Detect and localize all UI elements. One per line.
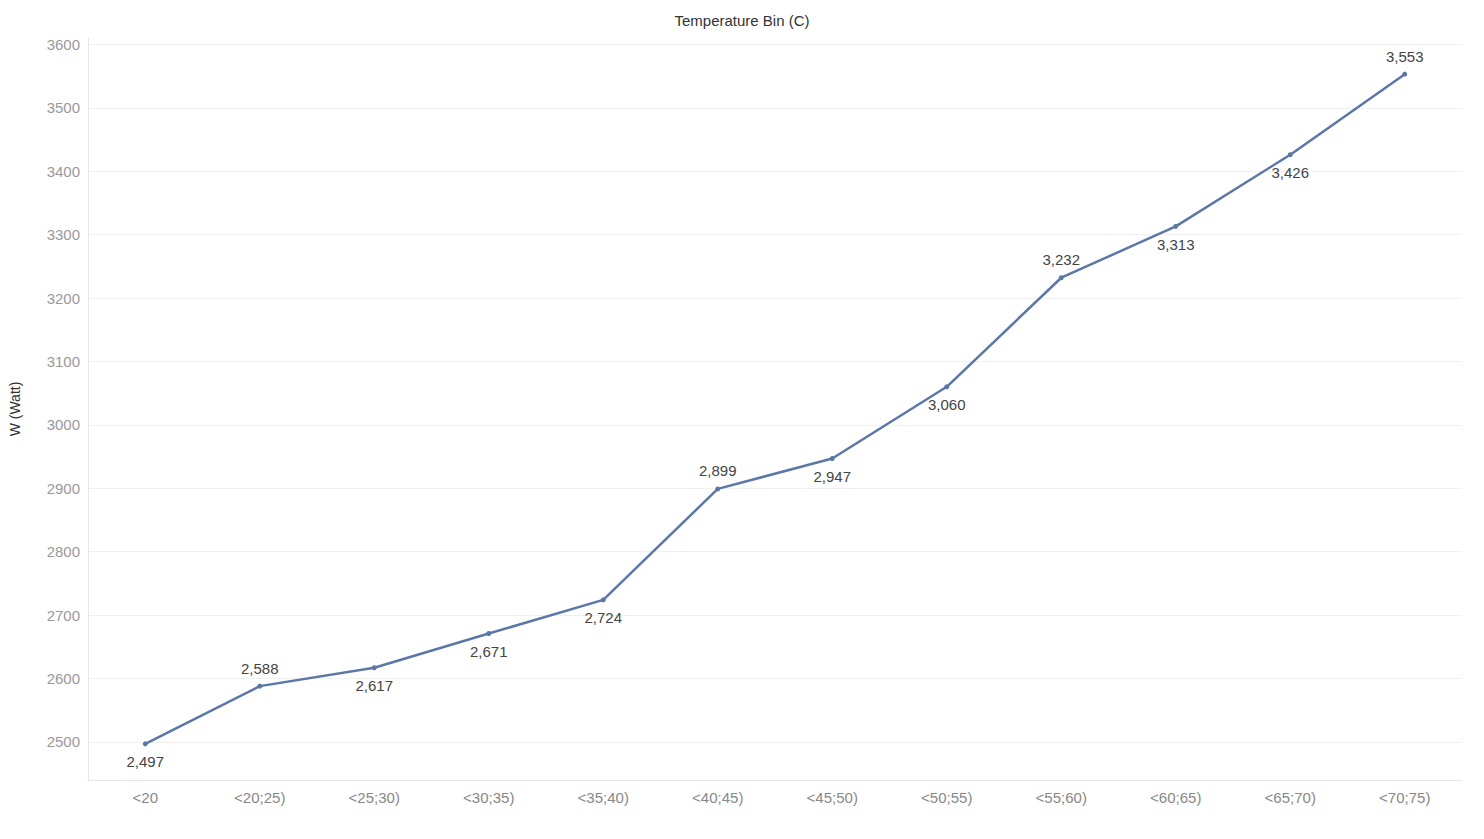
svg-text:<25;30): <25;30) <box>349 789 400 806</box>
svg-text:3,060: 3,060 <box>928 396 966 413</box>
svg-text:3,232: 3,232 <box>1042 251 1080 268</box>
svg-text:W (Watt): W (Watt) <box>7 382 23 437</box>
svg-text:<45;50): <45;50) <box>807 789 858 806</box>
svg-text:2,671: 2,671 <box>470 643 508 660</box>
svg-text:<55;60): <55;60) <box>1036 789 1087 806</box>
svg-text:2,497: 2,497 <box>126 753 164 770</box>
svg-text:2500: 2500 <box>47 733 80 750</box>
svg-text:3300: 3300 <box>47 226 80 243</box>
svg-text:<20: <20 <box>133 789 158 806</box>
svg-text:<50;55): <50;55) <box>921 789 972 806</box>
svg-text:2800: 2800 <box>47 543 80 560</box>
svg-text:3,426: 3,426 <box>1271 164 1309 181</box>
svg-text:2,724: 2,724 <box>584 609 622 626</box>
svg-text:3100: 3100 <box>47 353 80 370</box>
svg-text:3000: 3000 <box>47 416 80 433</box>
svg-text:<65;70): <65;70) <box>1265 789 1316 806</box>
svg-text:<40;45): <40;45) <box>692 789 743 806</box>
svg-text:<30;35): <30;35) <box>463 789 514 806</box>
svg-text:2600: 2600 <box>47 670 80 687</box>
svg-text:2,899: 2,899 <box>699 462 737 479</box>
svg-text:<35;40): <35;40) <box>578 789 629 806</box>
svg-text:3600: 3600 <box>47 36 80 53</box>
svg-text:2700: 2700 <box>47 607 80 624</box>
svg-text:3,313: 3,313 <box>1157 236 1195 253</box>
svg-text:3,553: 3,553 <box>1386 48 1424 65</box>
svg-text:<20;25): <20;25) <box>234 789 285 806</box>
svg-text:3500: 3500 <box>47 99 80 116</box>
svg-text:2,947: 2,947 <box>813 468 851 485</box>
svg-text:2,617: 2,617 <box>355 677 393 694</box>
svg-text:3200: 3200 <box>47 290 80 307</box>
svg-text:<60;65): <60;65) <box>1150 789 1201 806</box>
svg-text:Temperature Bin (C): Temperature Bin (C) <box>674 12 809 29</box>
svg-text:2,588: 2,588 <box>241 660 279 677</box>
svg-text:2900: 2900 <box>47 480 80 497</box>
svg-text:<70;75): <70;75) <box>1379 789 1430 806</box>
svg-text:3400: 3400 <box>47 163 80 180</box>
